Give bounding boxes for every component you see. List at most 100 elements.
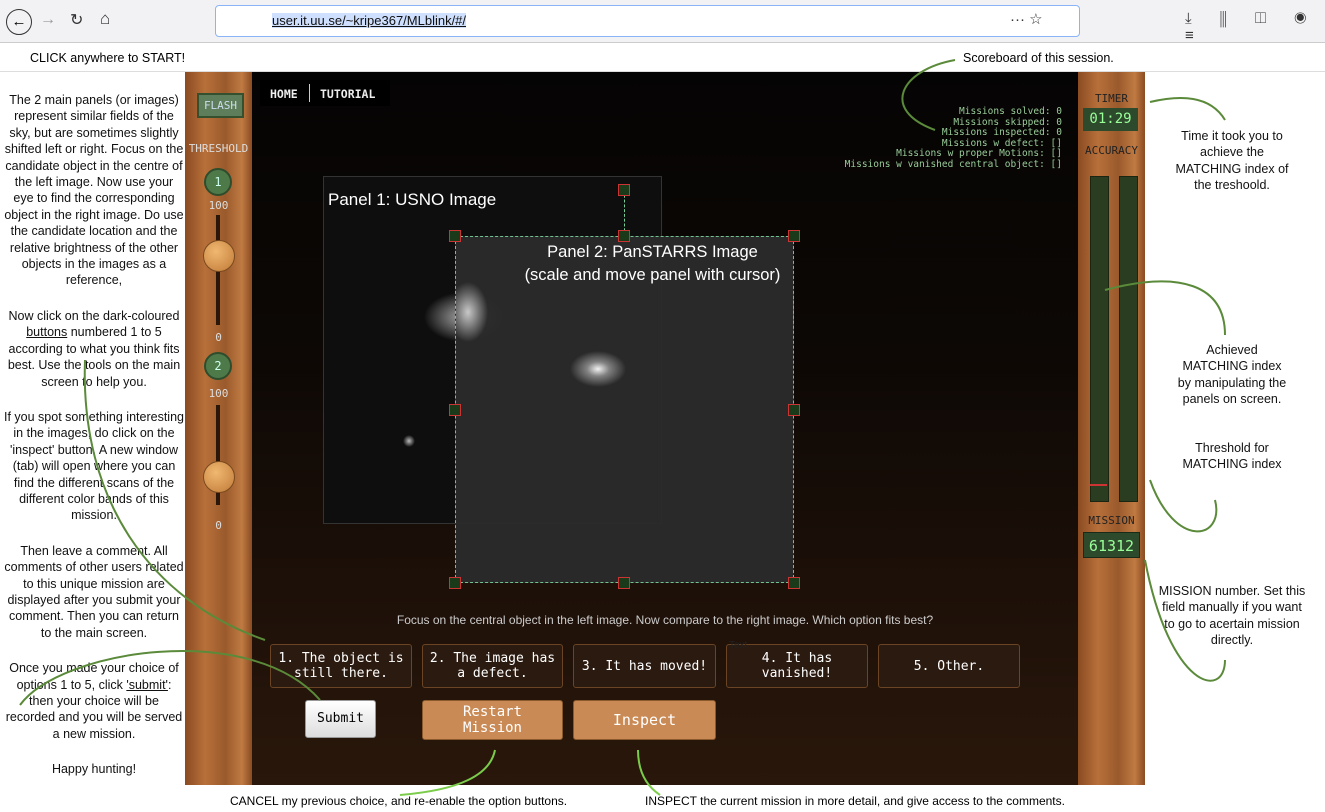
score-line: Missions inspected: 0: [941, 127, 1062, 138]
underlined-term: buttons: [26, 325, 68, 340]
slider-knob[interactable]: [203, 240, 235, 272]
slider-max: 100: [208, 387, 229, 400]
inspect-button[interactable]: Inspect: [573, 700, 716, 740]
mission-label: MISSION: [1088, 514, 1135, 527]
arrow: [1144, 559, 1226, 682]
accuracy-label: ACCURACY: [1085, 144, 1138, 157]
panel-2-title-line: (scale and move panel with cursor): [524, 266, 781, 284]
option-button[interactable]: 1. The object is still there.: [270, 644, 412, 688]
nav-separator: [309, 84, 310, 102]
arrow: [1104, 280, 1226, 336]
timer: 01:29: [1083, 108, 1138, 131]
url-text: user.it.uu.se/~kripe367/MLblink/#/: [272, 13, 467, 28]
arrow: [1149, 97, 1226, 121]
panel-2-title: Panel 2: PanSTARRS Image (scale and move …: [455, 241, 850, 287]
resize-handle[interactable]: [618, 577, 630, 589]
back-button[interactable]: ←: [6, 9, 32, 35]
side-note: Time it took you to achieve the MATCHING…: [1175, 129, 1289, 193]
threshold-marker: [1090, 484, 1107, 486]
score-line: Missions skipped: 0: [953, 116, 1062, 128]
instruction-paragraph: Once you made your choice of options 1 t…: [4, 660, 184, 742]
toolbar-icons[interactable]: ⤓ ⫼ ◫ ◉ ≡: [1185, 10, 1319, 44]
instruction-paragraph: If you spot something interesting in the…: [4, 409, 184, 524]
side-note: Threshold for MATCHING index: [1182, 441, 1282, 472]
nav-bar: [260, 80, 390, 106]
side-note: Achieved MATCHING index by manipulating …: [1177, 343, 1287, 407]
footer: [0, 785, 1325, 812]
instruction-paragraph: Happy hunting!: [4, 761, 184, 777]
timer-label: TIMER: [1094, 92, 1129, 105]
threshold-label: THRESHOLD: [188, 142, 249, 155]
arrow: [83, 359, 266, 641]
page-actions[interactable]: ··· ☆: [1010, 11, 1043, 28]
underlined-term: 'submit': [126, 677, 168, 692]
instruction-paragraph: Then leave a comment. All comments of ot…: [4, 543, 184, 641]
resize-handle[interactable]: [618, 230, 630, 242]
question: Focus on the central object in the left …: [396, 613, 934, 627]
score-line: Missions w proper Motions: []: [896, 148, 1062, 159]
url-bar[interactable]: [215, 5, 1080, 37]
panel-2-title-line: Panel 2: PanSTARRS Image: [547, 243, 758, 261]
panel-2[interactable]: [455, 236, 794, 583]
slider-knob[interactable]: [203, 461, 235, 493]
score-line: Missions solved: 0: [959, 106, 1062, 117]
score-line: Missions w vanished central object: []: [844, 158, 1062, 170]
option-button[interactable]: 5. Other.: [878, 644, 1020, 688]
guide-line: [624, 190, 625, 236]
instruction-text: The 2 main panels (or images) represent …: [4, 93, 184, 288]
accuracy-bar: [1119, 176, 1138, 502]
submit-button[interactable]: Submit: [305, 700, 376, 738]
resize-handle[interactable]: [788, 577, 800, 589]
score-line: Missions w defect: []: [941, 137, 1062, 149]
option-button[interactable]: 4. It has vanished!: [726, 644, 868, 688]
instruction-text: If you spot something interesting in the…: [4, 409, 184, 523]
resize-handle[interactable]: [788, 230, 800, 242]
arrow: [901, 59, 956, 131]
slider-min: 0: [215, 519, 222, 532]
instruction-paragraph: Now click on the dark-coloured buttons n…: [4, 308, 184, 390]
resize-handle[interactable]: [449, 577, 461, 589]
stray-label: Text: [729, 640, 748, 651]
arrow: [1149, 479, 1218, 533]
instruction-text: Happy hunting!: [51, 762, 137, 777]
scoreboard: Missions solved: 0 Missions skipped: 0 Mis…: [844, 106, 1062, 170]
resize-handle[interactable]: [618, 184, 630, 196]
slider-min: 0: [215, 331, 222, 344]
start-note: CLICK anywhere to START!: [30, 51, 186, 65]
arrow: [637, 749, 661, 796]
nav-home[interactable]: HOME: [270, 87, 298, 101]
instruction-text: Then leave a comment. All comments of ot…: [4, 543, 184, 640]
instructions: The 2 main panels (or images) represent …: [4, 92, 184, 797]
mission-field[interactable]: 61312: [1083, 532, 1140, 558]
resize-handle[interactable]: [449, 230, 461, 242]
side-note: MISSION number. Set this field manually …: [1158, 584, 1306, 648]
slider-max: 100: [208, 199, 229, 212]
instruction-paragraph: The 2 main panels (or images) represent …: [4, 92, 184, 289]
resize-handle[interactable]: [449, 404, 461, 416]
scoreboard-note: Scoreboard of this session.: [963, 51, 1114, 65]
footer-note: INSPECT the current mission in more deta…: [645, 794, 1065, 808]
restart-button[interactable]: Restart Mission: [422, 700, 563, 740]
resize-handle[interactable]: [788, 404, 800, 416]
instruction-text: Now click on the dark-coloured: [8, 308, 180, 323]
flash-button[interactable]: FLASH: [197, 93, 244, 118]
slider-badge: 2: [204, 352, 232, 380]
option-button[interactable]: 2. The image has a defect.: [422, 644, 563, 688]
instruction-text: Once you made your choice of options 1 t…: [9, 661, 179, 692]
accuracy-bar: [1090, 176, 1109, 502]
instruction-text: numbered 1 to 5 according to what you th…: [7, 325, 181, 389]
footer-note: CANCEL my previous choice, and re-enable…: [230, 794, 568, 808]
reload-button[interactable]: ↻: [70, 12, 84, 29]
arrow: [19, 650, 321, 706]
arrow: [399, 749, 496, 796]
home-button[interactable]: ⌂: [100, 9, 111, 28]
panel-1-title: Panel 1: USNO Image: [328, 190, 497, 209]
instruction-text: : then your choice will be recorded and …: [5, 677, 183, 741]
slider-badge: 1: [204, 168, 232, 196]
option-button[interactable]: 3. It has moved!: [573, 644, 716, 688]
nav-tutorial[interactable]: TUTORIAL: [320, 87, 376, 101]
forward-button[interactable]: →: [40, 11, 56, 28]
